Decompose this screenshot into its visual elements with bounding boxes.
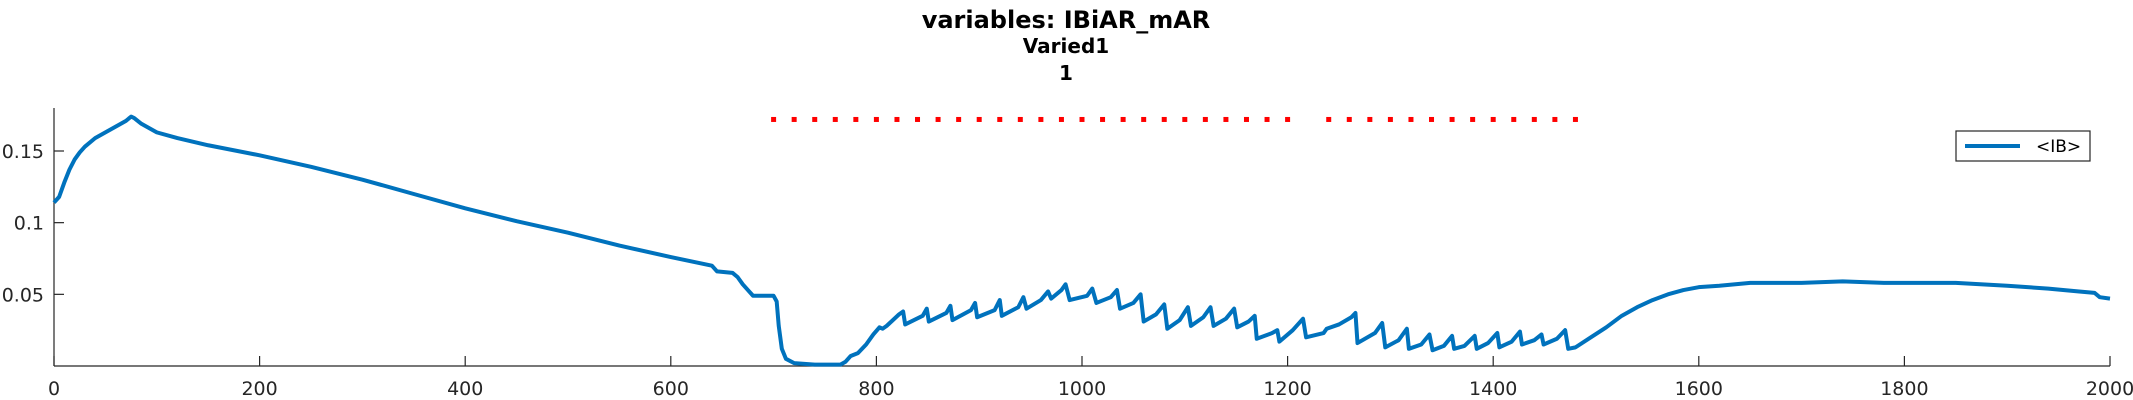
legend: <IB> — [1955, 130, 2091, 162]
marker-point — [812, 116, 818, 122]
marker-point — [1058, 116, 1064, 122]
series-line-ib — [52, 114, 2111, 367]
axes — [53, 108, 2110, 367]
chart-subtitle-2: 1 — [1059, 61, 1073, 85]
x-tick-label: 1600 — [1675, 378, 1723, 400]
marker-point — [1572, 116, 1578, 122]
y-tick-label: 0.1 — [14, 213, 44, 235]
y-tick-label: 0.05 — [2, 284, 44, 306]
marker-point — [1120, 116, 1126, 122]
marker-point — [1511, 116, 1517, 122]
marker-point — [935, 116, 941, 122]
marker-point — [1470, 116, 1476, 122]
x-tick-label: 1800 — [1880, 378, 1928, 400]
marker-point — [771, 116, 777, 122]
marker-point — [956, 116, 962, 122]
marker-point — [1017, 116, 1023, 122]
marker-point — [832, 116, 838, 122]
marker-point — [1552, 116, 1558, 122]
marker-point — [894, 116, 900, 122]
marker-point — [1346, 116, 1352, 122]
chart-title: variables: IBiAR_mAR — [922, 6, 1211, 34]
x-tick-label: 1200 — [1263, 378, 1311, 400]
marker-point — [1326, 116, 1332, 122]
marker-point — [1490, 116, 1496, 122]
marker-point — [1223, 116, 1229, 122]
marker-point — [873, 116, 879, 122]
x-axis-ticks: 0 200 400 600 800 1000 1200 1400 1600 1800 2000 — [48, 356, 2133, 400]
legend-label-ib: <IB> — [2036, 137, 2081, 157]
marker-point — [1367, 116, 1373, 122]
marker-point — [1387, 116, 1393, 122]
marker-point — [1100, 116, 1106, 122]
x-tick-label: 1000 — [1058, 378, 1106, 400]
marker-point — [915, 116, 921, 122]
marker-point — [1429, 116, 1435, 122]
marker-point — [997, 116, 1003, 122]
chart-subtitle: Varied1 — [1023, 34, 1109, 58]
marker-point — [1038, 116, 1044, 122]
x-tick-label: 400 — [447, 378, 483, 400]
marker-point — [1079, 116, 1085, 122]
x-tick-label: 1400 — [1469, 378, 1517, 400]
marker-point — [1202, 116, 1208, 122]
marker-series — [771, 116, 1578, 122]
y-tick-label: 0.15 — [2, 141, 44, 163]
marker-point — [791, 116, 797, 122]
y-axis-ticks: 0.05 0.1 0.15 — [2, 141, 64, 306]
marker-point — [1161, 116, 1167, 122]
x-tick-label: 600 — [653, 378, 689, 400]
marker-point — [1264, 116, 1270, 122]
marker-point — [1182, 116, 1188, 122]
marker-point — [853, 116, 859, 122]
x-tick-label: 800 — [858, 378, 894, 400]
marker-point — [1141, 116, 1147, 122]
marker-point — [1408, 116, 1414, 122]
marker-point — [1531, 116, 1537, 122]
marker-point — [1243, 116, 1249, 122]
marker-point — [1449, 116, 1455, 122]
marker-point — [1285, 116, 1291, 122]
marker-point — [976, 116, 982, 122]
x-tick-label: 2000 — [2086, 378, 2133, 400]
x-tick-label: 200 — [241, 378, 277, 400]
x-tick-label: 0 — [48, 378, 60, 400]
